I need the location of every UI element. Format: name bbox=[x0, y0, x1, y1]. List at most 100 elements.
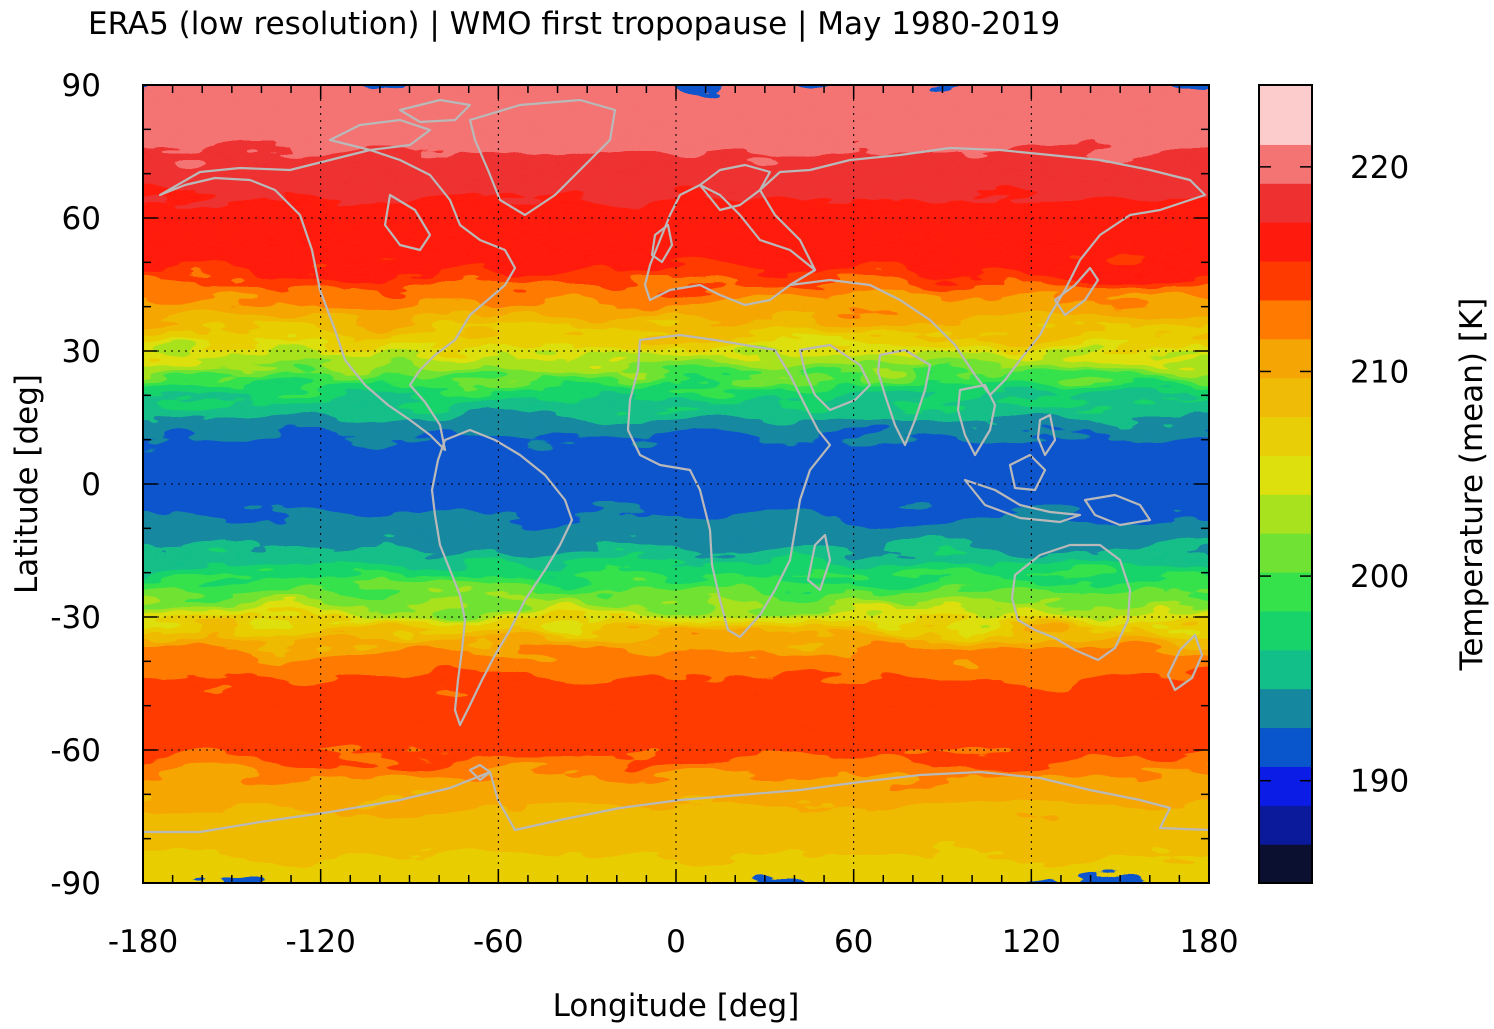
field-band bbox=[143, 647, 1209, 653]
coastline-india bbox=[876, 348, 932, 447]
field-band bbox=[143, 758, 1209, 764]
field-band bbox=[143, 119, 1209, 126]
field-band bbox=[143, 829, 1209, 835]
field-band bbox=[143, 514, 1209, 520]
field-band bbox=[143, 674, 1209, 680]
field-band bbox=[143, 687, 1209, 693]
field-band bbox=[143, 403, 1209, 410]
field-band bbox=[143, 155, 1209, 161]
field-band bbox=[143, 492, 1209, 498]
coastline-europe bbox=[643, 183, 817, 307]
field-band bbox=[143, 288, 1209, 294]
field-band bbox=[143, 541, 1209, 547]
colorbar-swatch bbox=[1259, 85, 1312, 145]
field-band bbox=[143, 589, 1209, 596]
colorbar-swatch bbox=[1259, 533, 1312, 573]
colorbar-tick-label: 190 bbox=[1350, 764, 1409, 800]
field-band bbox=[143, 275, 1209, 281]
field-band bbox=[143, 359, 1209, 365]
field-band bbox=[143, 204, 1209, 210]
field-band bbox=[143, 142, 1209, 148]
field-band bbox=[143, 439, 1209, 445]
field-band bbox=[143, 239, 1209, 246]
field-band bbox=[143, 536, 1209, 543]
field-band bbox=[143, 793, 1209, 800]
field-band bbox=[143, 297, 1209, 303]
grid-lines bbox=[143, 85, 1209, 883]
x-tick-label: 0 bbox=[666, 924, 686, 960]
field-band bbox=[143, 235, 1209, 241]
colorbar-swatch bbox=[1259, 299, 1312, 340]
colorbar-swatch bbox=[1259, 805, 1312, 845]
field-band bbox=[143, 505, 1209, 512]
colorbar-swatch bbox=[1259, 222, 1312, 262]
field-band bbox=[143, 487, 1209, 494]
field-band bbox=[143, 368, 1209, 374]
field-band bbox=[143, 452, 1209, 458]
colorbar-swatch bbox=[1259, 455, 1312, 495]
field-band bbox=[143, 456, 1209, 463]
colorbar-label: Temperature (mean) [K] bbox=[1454, 298, 1490, 672]
coastline-antarctica bbox=[143, 770, 1209, 834]
field-band bbox=[143, 550, 1209, 556]
field-band bbox=[143, 620, 1209, 627]
field-band bbox=[143, 612, 1209, 618]
y-tick-label: -60 bbox=[50, 733, 101, 769]
field-band bbox=[143, 736, 1209, 742]
field-band bbox=[143, 616, 1209, 622]
field-band bbox=[143, 638, 1209, 645]
colorbar-swatch bbox=[1259, 766, 1312, 806]
field-band bbox=[143, 270, 1209, 277]
coastline-greenland bbox=[468, 98, 617, 217]
field-band bbox=[143, 301, 1209, 308]
coastline-scandinavia bbox=[698, 163, 772, 212]
field-band bbox=[143, 745, 1209, 751]
coastline-indonesia bbox=[963, 478, 1082, 524]
x-tick-label: 120 bbox=[1002, 924, 1061, 960]
colorbar-swatch bbox=[1259, 649, 1312, 690]
colorbar-swatch bbox=[1259, 844, 1312, 884]
colorbar-swatch bbox=[1259, 144, 1312, 184]
field-band bbox=[143, 554, 1209, 560]
field-band bbox=[143, 563, 1209, 569]
field-band bbox=[143, 372, 1209, 379]
field-band bbox=[143, 598, 1209, 605]
x-tick-label: -60 bbox=[473, 924, 524, 960]
field-band bbox=[143, 252, 1209, 259]
colorbar-tick-label: 200 bbox=[1350, 559, 1409, 595]
coastline-arabia bbox=[798, 343, 872, 412]
colorbar-swatch bbox=[1259, 377, 1312, 418]
field-band bbox=[143, 177, 1209, 184]
field-band bbox=[143, 767, 1209, 773]
field-band bbox=[143, 660, 1209, 667]
field-band bbox=[143, 864, 1209, 871]
x-axis-label: Longitude [deg] bbox=[553, 988, 800, 1024]
x-tick-label: 180 bbox=[1179, 924, 1238, 960]
colorbar-swatch bbox=[1259, 688, 1312, 729]
field-band bbox=[143, 443, 1209, 450]
colorbar-tick-label: 220 bbox=[1350, 150, 1409, 186]
x-tick-label: 60 bbox=[834, 924, 873, 960]
field-band bbox=[143, 501, 1209, 507]
coastlines bbox=[143, 98, 1209, 834]
colorbar-swatch bbox=[1259, 571, 1312, 612]
field-band bbox=[143, 226, 1209, 232]
field-band bbox=[143, 855, 1209, 862]
field-band bbox=[143, 394, 1209, 401]
field-band bbox=[143, 128, 1209, 135]
field-band bbox=[143, 669, 1209, 676]
field-band bbox=[143, 705, 1209, 711]
field-band bbox=[143, 851, 1209, 857]
field-band bbox=[143, 576, 1209, 583]
coastline-north-america bbox=[158, 148, 517, 452]
field-band bbox=[143, 651, 1209, 658]
field-band bbox=[143, 842, 1209, 849]
field-band bbox=[143, 381, 1209, 387]
field-band bbox=[143, 780, 1209, 786]
field-band bbox=[143, 625, 1209, 631]
colorbar-ticks: 190 200 210 220 bbox=[1259, 150, 1409, 800]
field-band bbox=[143, 820, 1209, 826]
coastline-hudson-bay bbox=[383, 193, 432, 252]
coastline-africa bbox=[626, 333, 832, 639]
